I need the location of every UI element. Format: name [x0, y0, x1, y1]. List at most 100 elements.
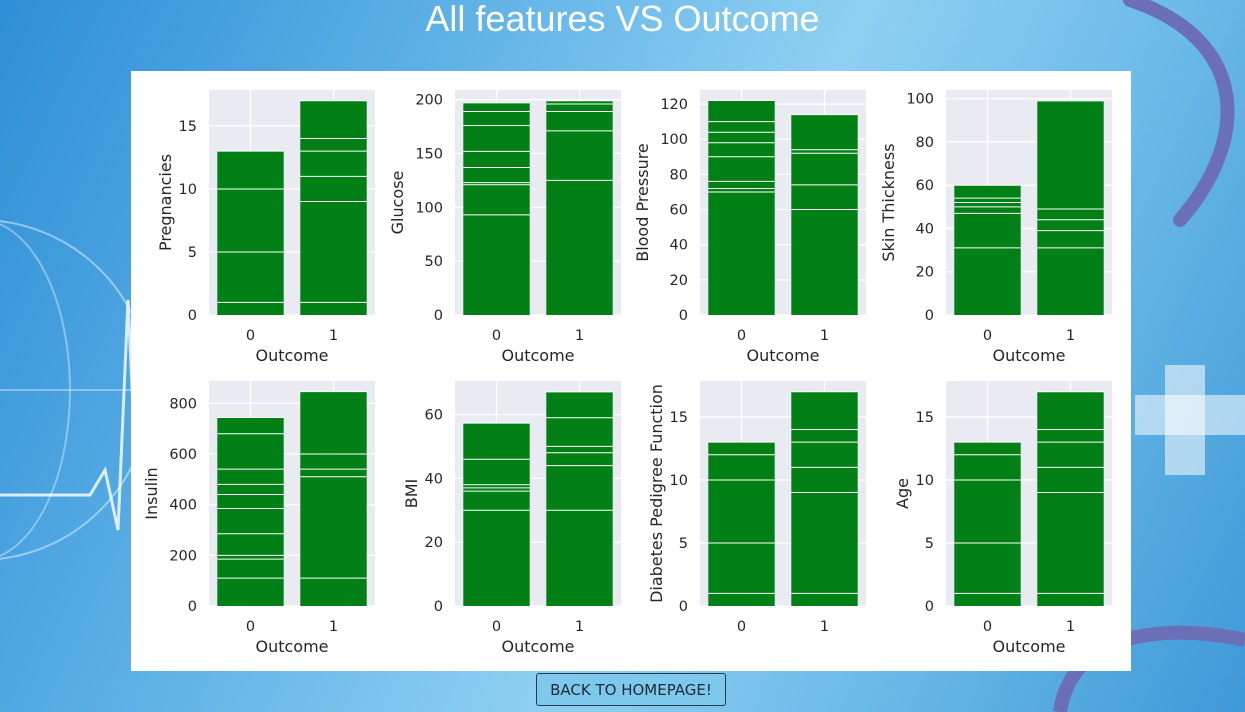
y-tick-label: 0: [925, 599, 934, 615]
x-tick-label: 0: [492, 328, 501, 344]
y-tick-label: 100: [415, 200, 443, 216]
y-axis-label: Insulin: [142, 467, 161, 519]
y-tick-label: 40: [425, 471, 443, 487]
bar: [954, 442, 1021, 606]
x-axis-label: Outcome: [501, 637, 574, 656]
y-tick-label: 0: [679, 308, 688, 324]
x-tick-label: 0: [983, 619, 992, 635]
bar: [708, 442, 775, 606]
charts-panel: 0 5 10 15 0 1 Outcome Pregnancies 0 50 100 150 200 0 1…: [131, 71, 1131, 671]
y-tick-label: 400: [169, 498, 197, 514]
y-axis-label: BMI: [402, 479, 421, 509]
y-tick-label: 0: [925, 308, 934, 324]
x-tick-label: 0: [737, 328, 746, 344]
x-tick-label: 1: [575, 328, 584, 344]
y-tick-label: 0: [188, 308, 197, 324]
x-tick-label: 1: [1066, 619, 1075, 635]
y-tick-label: 60: [916, 178, 934, 194]
bar: [708, 100, 775, 315]
bar: [1037, 100, 1104, 315]
globe-icon: [0, 220, 151, 560]
medical-cross-icon: [1135, 365, 1245, 475]
y-tick-label: 40: [670, 238, 688, 254]
y-tick-label: 100: [660, 132, 688, 148]
y-tick-label: 0: [679, 599, 688, 615]
y-tick-label: 15: [916, 410, 934, 426]
bar: [954, 185, 1021, 315]
x-tick-label: 1: [329, 619, 338, 635]
y-tick-label: 5: [679, 536, 688, 552]
y-tick-label: 80: [670, 167, 688, 183]
bar: [217, 417, 284, 606]
y-tick-label: 10: [916, 473, 934, 489]
y-axis-label: Pregnancies: [156, 154, 175, 251]
bar: [300, 391, 367, 606]
page-title: All features VS Outcome: [425, 0, 820, 39]
y-tick-label: 5: [188, 245, 197, 261]
x-tick-label: 0: [983, 328, 992, 344]
chart-diabetes-pedigree-function: 0 5 10 15 0 1 Diabetes Pedigree Function: [647, 381, 866, 635]
y-tick-label: 20: [425, 535, 443, 551]
y-tick-label: 20: [670, 273, 688, 289]
x-axis-label: Outcome: [992, 637, 1065, 656]
y-tick-label: 200: [415, 93, 443, 109]
y-tick-label: 15: [670, 410, 688, 426]
y-tick-label: 0: [434, 599, 443, 615]
y-tick-label: 10: [670, 473, 688, 489]
y-tick-label: 800: [169, 396, 197, 412]
x-axis-label: Outcome: [992, 346, 1065, 365]
x-axis-label: Outcome: [255, 637, 328, 656]
x-tick-label: 0: [246, 619, 255, 635]
y-tick-label: 5: [925, 536, 934, 552]
bar: [463, 102, 530, 315]
x-tick-label: 1: [820, 619, 829, 635]
bar: [791, 114, 858, 315]
bar: [791, 391, 858, 606]
y-axis-label: Diabetes Pedigree Function: [647, 384, 666, 603]
y-axis-label: Skin Thickness: [879, 143, 898, 261]
y-tick-label: 200: [169, 548, 197, 564]
y-tick-label: 10: [179, 182, 197, 198]
back-to-homepage-button[interactable]: BACK TO HOMEPAGE!: [536, 673, 726, 706]
y-tick-label: 50: [425, 254, 443, 270]
x-tick-label: 1: [820, 328, 829, 344]
bar: [546, 100, 613, 315]
bar: [546, 391, 613, 606]
y-tick-label: 20: [916, 265, 934, 281]
x-axis-label: Outcome: [746, 346, 819, 365]
x-tick-label: 1: [1066, 328, 1075, 344]
x-tick-label: 0: [246, 328, 255, 344]
y-tick-label: 120: [660, 97, 688, 113]
y-tick-label: 100: [906, 92, 934, 108]
y-tick-label: 60: [425, 408, 443, 424]
y-tick-label: 0: [188, 599, 197, 615]
y-axis-label: Age: [893, 478, 912, 509]
y-tick-label: 40: [916, 221, 934, 237]
x-axis-label: Outcome: [255, 346, 328, 365]
x-tick-label: 1: [575, 619, 584, 635]
y-tick-label: 80: [916, 135, 934, 151]
bar: [463, 423, 530, 606]
x-tick-label: 0: [492, 619, 501, 635]
bar: [300, 100, 367, 315]
bar: [1037, 391, 1104, 606]
y-axis-label: Glucose: [388, 171, 407, 235]
x-tick-label: 0: [737, 619, 746, 635]
y-tick-label: 15: [179, 119, 197, 135]
x-tick-label: 1: [329, 328, 338, 344]
bar: [217, 151, 284, 315]
y-tick-label: 600: [169, 447, 197, 463]
y-tick-label: 0: [434, 308, 443, 324]
y-axis-label: Blood Pressure: [633, 143, 652, 262]
x-axis-label: Outcome: [501, 346, 574, 365]
y-tick-label: 60: [670, 203, 688, 219]
y-tick-label: 150: [415, 147, 443, 163]
